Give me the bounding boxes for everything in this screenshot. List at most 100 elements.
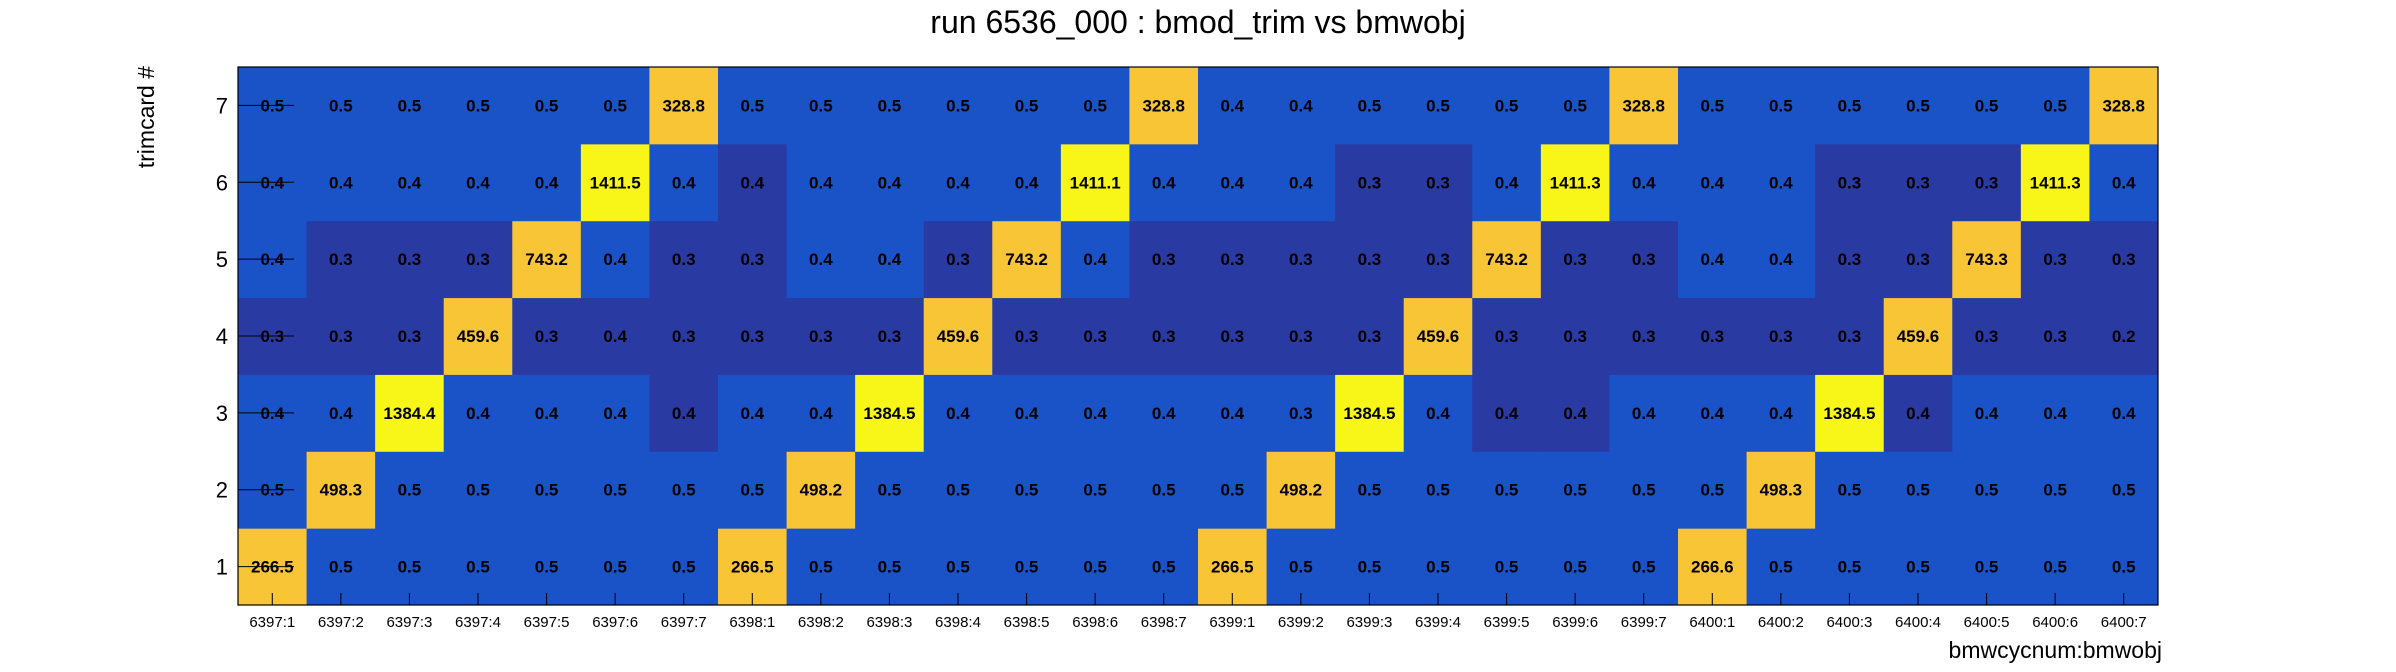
cell-value-label: 1384.4: [383, 404, 436, 423]
cell-value-label: 0.3: [1563, 250, 1587, 269]
x-tick-label: 6398:3: [866, 614, 912, 631]
heatmap-cell: [718, 374, 788, 452]
heatmap-cell: [1678, 297, 1748, 375]
cell-value-label: 0.3: [329, 327, 353, 346]
cell-value-label: 0.5: [2043, 481, 2067, 500]
cell-value-label: 1411.3: [1550, 173, 1601, 192]
x-axis-label: bmwcycnum:bmwobj: [1949, 637, 2162, 663]
heatmap-cell: [1609, 451, 1679, 529]
cell-value-label: 0.5: [878, 481, 902, 500]
heatmap-cell: [306, 67, 376, 145]
cell-value-label: 0.5: [878, 96, 902, 115]
cell-value-label: 0.5: [1769, 558, 1793, 577]
cell-value-label: 0.5: [809, 96, 833, 115]
cell-value-label: 0.3: [2043, 327, 2067, 346]
cell-value-label: 0.3: [1632, 327, 1656, 346]
heatmap-cell: [718, 143, 788, 222]
cell-value-label: 0.5: [466, 558, 490, 577]
heatmap-cell: [649, 143, 719, 222]
heatmap-cell: [580, 374, 650, 452]
cell-value-label: 0.5: [1426, 96, 1450, 115]
cell-value-label: 0.5: [1838, 481, 1862, 500]
cell-value-label: 0.4: [946, 404, 970, 423]
heatmap-cell: [443, 143, 513, 222]
heatmap-cell: [923, 374, 993, 452]
cell-value-label: 0.5: [1426, 481, 1450, 500]
heatmap-cell: [1335, 374, 1405, 452]
heatmap-cell: [1403, 143, 1473, 222]
heatmap-cell: [649, 451, 719, 529]
heatmap-cell: [1883, 220, 1953, 299]
cell-value-label: 0.4: [1769, 250, 1793, 269]
heatmap-cell: [992, 220, 1062, 299]
heatmap-cell: [855, 220, 925, 299]
heatmap-cell: [923, 451, 993, 529]
heatmap-cell: [1678, 528, 1748, 606]
heatmap-cell: [786, 528, 856, 606]
cell-value-label: 1384.5: [1823, 404, 1875, 423]
cell-value-label: 0.5: [2043, 558, 2067, 577]
cell-value-label: 0.3: [1426, 173, 1450, 192]
heatmap-cell: [1129, 451, 1199, 529]
cell-value-label: 0.4: [535, 173, 559, 192]
cell-value-label: 0.5: [1769, 96, 1793, 115]
cell-value-label: 0.3: [740, 327, 764, 346]
x-tick-label: 6399:4: [1415, 614, 1461, 631]
cell-value-label: 0.4: [740, 404, 764, 423]
heatmap-cell: [1198, 528, 1268, 606]
cell-value-label: 0.4: [1083, 404, 1107, 423]
y-axis-label: trimcard #: [133, 66, 159, 168]
heatmap-cell: [1060, 220, 1130, 299]
cell-value-label: 0.4: [740, 173, 764, 192]
heatmap-cell: [786, 143, 856, 222]
cell-value-label: 0.5: [1015, 558, 1039, 577]
cell-value-label: 0.3: [946, 250, 970, 269]
heatmap-cell: [718, 451, 788, 529]
heatmap-cell: [375, 220, 445, 299]
cell-value-label: 1411.3: [2030, 173, 2081, 192]
heatmap-cell: [1678, 220, 1748, 299]
heatmap-cell: [855, 143, 925, 222]
cell-value-label: 0.5: [1083, 558, 1107, 577]
heatmap-cell: [1609, 528, 1679, 606]
cell-value-label: 0.5: [603, 96, 627, 115]
heatmap-cell: [1266, 451, 1336, 529]
cell-value-label: 0.3: [1358, 250, 1382, 269]
heatmap-cell: [855, 451, 925, 529]
x-tick-label: 6400:3: [1826, 614, 1872, 631]
cell-value-label: 0.3: [1632, 250, 1656, 269]
heatmap-cell: [1883, 451, 1953, 529]
y-tick-label: 7: [216, 93, 228, 118]
heatmap-cell: [649, 374, 719, 452]
cell-value-label: 0.4: [1220, 173, 1244, 192]
x-tick-label: 6398:6: [1072, 614, 1118, 631]
cell-value-label: 0.3: [1358, 173, 1382, 192]
cell-value-label: 0.3: [1906, 250, 1930, 269]
cell-value-label: 0.3: [1838, 250, 1862, 269]
cell-value-label: 0.5: [1152, 558, 1176, 577]
heatmap-cell: [580, 451, 650, 529]
heatmap-cell: [1335, 528, 1405, 606]
cell-value-label: 0.4: [1700, 173, 1724, 192]
cell-value-label: 1384.5: [863, 404, 915, 423]
cell-value-label: 0.5: [1015, 481, 1039, 500]
heatmap-cell: [1472, 528, 1542, 606]
heatmap-cell: [2089, 528, 2159, 606]
cell-value-label: 0.3: [398, 327, 422, 346]
cell-value-label: 743.3: [1965, 250, 2008, 269]
heatmap-cell: [1129, 374, 1199, 452]
heatmap-cell: [1678, 374, 1748, 452]
cell-value-label: 0.5: [329, 96, 353, 115]
cell-value-label: 0.4: [1769, 173, 1793, 192]
cell-value-label: 0.5: [1632, 481, 1656, 500]
cell-value-label: 0.4: [1495, 173, 1519, 192]
y-tick-label: 3: [216, 401, 228, 426]
heatmap-cell: [2020, 297, 2090, 375]
heatmap-cell: [992, 374, 1062, 452]
heatmap-cell: [2020, 220, 2090, 299]
heatmap-cell: [1198, 67, 1268, 145]
cell-value-label: 0.3: [672, 327, 696, 346]
heatmap-cell: [649, 67, 719, 145]
cell-value-label: 0.4: [672, 404, 696, 423]
